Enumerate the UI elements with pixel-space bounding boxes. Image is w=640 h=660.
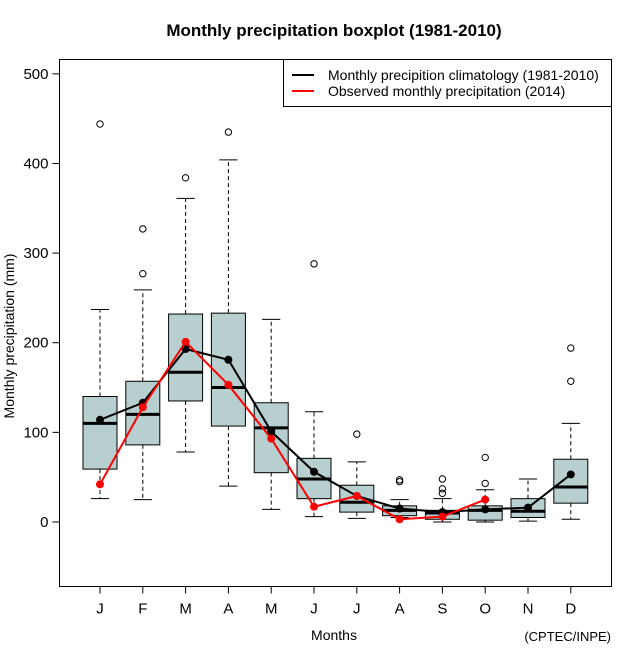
y-tick-label: 100	[23, 424, 48, 441]
legend-box	[283, 59, 612, 107]
chart-title: Monthly precipitation boxplot (1981-2010…	[166, 21, 501, 40]
x-tick-label: M	[179, 601, 192, 618]
series-point	[96, 415, 104, 424]
outlier-point	[567, 377, 575, 385]
source-annotation: (CPTEC/INPE)	[524, 629, 611, 644]
y-tick-label: 500	[23, 66, 48, 83]
outlier-point	[395, 476, 404, 484]
series-point	[181, 337, 190, 346]
box-6	[339, 430, 375, 519]
iqr-box	[210, 312, 246, 427]
y-axis-label: Monthly precipitation (mm)	[1, 254, 17, 419]
y-tick-label: 400	[23, 155, 48, 172]
x-tick-label: M	[265, 601, 278, 618]
x-tick-label: J	[353, 601, 361, 618]
outlier-point	[310, 260, 318, 268]
box-3	[210, 128, 246, 487]
x-tick-label: N	[523, 601, 534, 618]
outlier-point	[481, 453, 489, 462]
series-point	[438, 512, 447, 521]
box-4	[253, 318, 289, 510]
outlier-point	[438, 485, 447, 493]
box-5	[296, 260, 332, 518]
series-point	[267, 434, 276, 443]
x-tick-label: S	[437, 601, 447, 618]
x-tick-label: J	[96, 601, 104, 618]
series-observed	[96, 337, 490, 524]
series-point	[310, 502, 318, 511]
series-point	[224, 355, 233, 364]
y-tick-label: 0	[40, 514, 48, 531]
x-tick-label: F	[138, 601, 147, 618]
outlier-point	[139, 270, 147, 278]
series-point	[310, 467, 318, 476]
outlier-point	[438, 489, 447, 497]
x-tick-label: O	[479, 601, 491, 618]
outlier-point	[481, 479, 489, 488]
series-point	[224, 380, 233, 389]
box-10	[510, 478, 546, 522]
y-tick-label: 200	[23, 335, 48, 352]
box-2	[168, 174, 204, 453]
outlier-point	[567, 344, 575, 352]
y-tick-label: 300	[23, 245, 48, 262]
outlier-point	[96, 120, 104, 128]
x-tick-label: J	[310, 601, 318, 618]
series-point	[524, 503, 532, 512]
legend-label-observed: Observed monthly precipitation (2014)	[328, 83, 565, 99]
series-point	[395, 504, 404, 513]
series-point	[267, 427, 276, 436]
series-point	[566, 470, 575, 479]
x-tick-label: D	[565, 601, 576, 618]
iqr-box	[82, 395, 118, 470]
series-point	[481, 495, 490, 504]
plot-area	[82, 120, 589, 524]
x-axis-label: Months	[311, 627, 357, 643]
series-line	[99, 340, 486, 521]
box-1	[125, 225, 161, 501]
series-point	[481, 505, 490, 514]
box-11	[553, 344, 589, 520]
series-point	[352, 491, 361, 500]
box-0	[82, 120, 118, 500]
series-point	[138, 403, 147, 412]
axes: 0 100 200 300 400 500 J F M A M J J A S O N D	[23, 66, 576, 618]
outlier-point	[181, 174, 190, 182]
iqr-box	[553, 458, 589, 504]
x-tick-label: A	[395, 601, 405, 618]
series-point	[395, 515, 404, 524]
legend: Monthly precipition climatology (1981-20…	[283, 59, 612, 107]
legend-label-climatology: Monthly precipition climatology (1981-20…	[328, 67, 599, 83]
iqr-box	[168, 313, 204, 402]
outlier-point	[224, 128, 233, 136]
x-tick-label: A	[223, 601, 233, 618]
series-point	[181, 344, 190, 353]
outlier-point	[438, 475, 447, 483]
outlier-point	[353, 430, 361, 438]
series-point	[96, 480, 104, 489]
outlier-point	[139, 225, 147, 233]
series-line	[99, 347, 572, 514]
